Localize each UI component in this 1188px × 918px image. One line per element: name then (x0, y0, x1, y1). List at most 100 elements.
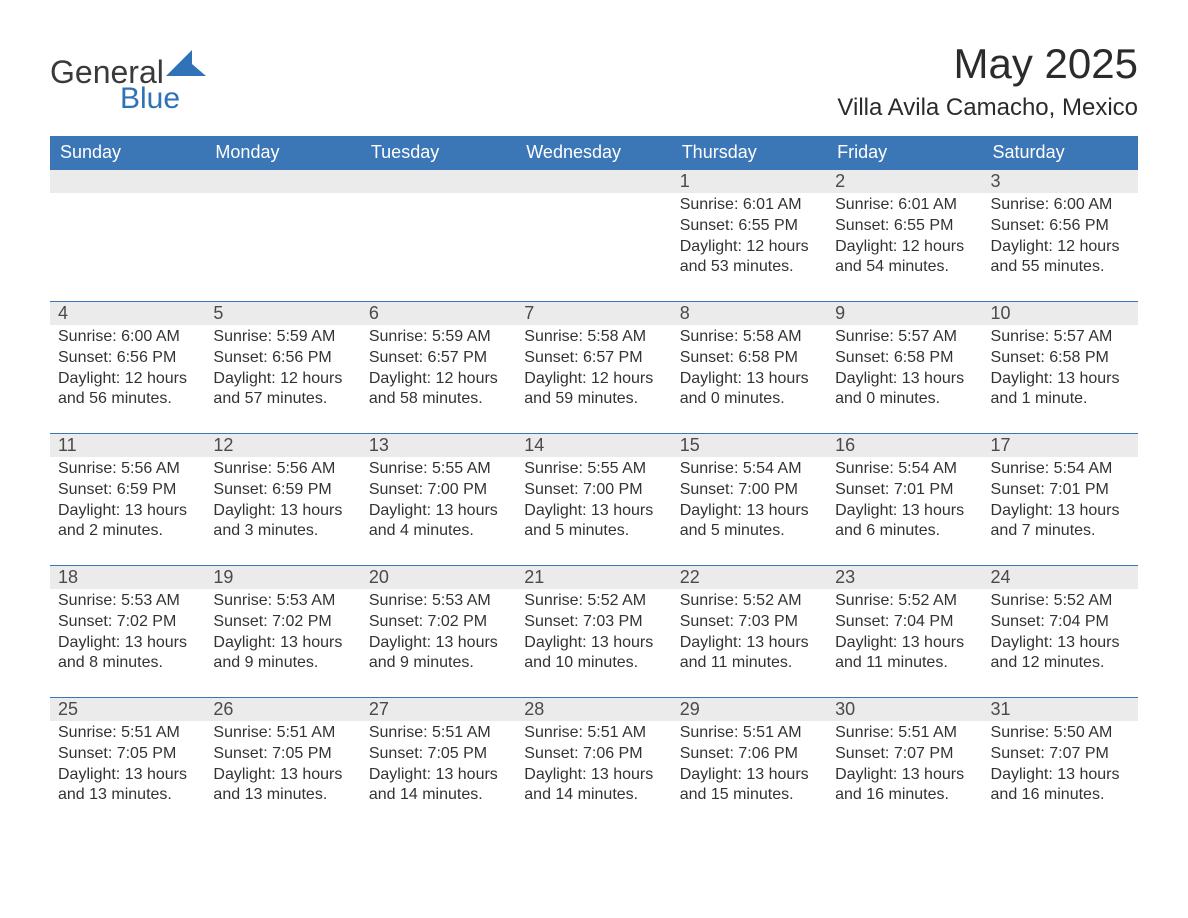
day-number: 21 (516, 566, 671, 589)
day-number: 10 (983, 302, 1138, 325)
calendar-cell: 4Sunrise: 6:00 AMSunset: 6:56 PMDaylight… (50, 302, 205, 434)
calendar-cell: 30Sunrise: 5:51 AMSunset: 7:07 PMDayligh… (827, 698, 982, 830)
sunrise-line: Sunrise: 5:55 AM (524, 459, 663, 480)
sunset-line: Sunset: 7:06 PM (680, 744, 819, 765)
weekday-header: Wednesday (516, 136, 671, 170)
daylight-line: Daylight: 13 hours and 12 minutes. (991, 633, 1130, 675)
sunset-line: Sunset: 6:59 PM (58, 480, 197, 501)
day-body: Sunrise: 5:55 AMSunset: 7:00 PMDaylight:… (516, 457, 671, 548)
day-number: 1 (672, 170, 827, 193)
sunrise-line: Sunrise: 5:54 AM (680, 459, 819, 480)
brand-flag-icon (166, 50, 206, 76)
calendar-cell: 6Sunrise: 5:59 AMSunset: 6:57 PMDaylight… (361, 302, 516, 434)
sunrise-line: Sunrise: 6:00 AM (58, 327, 197, 348)
weekday-header: Tuesday (361, 136, 516, 170)
day-body: Sunrise: 5:53 AMSunset: 7:02 PMDaylight:… (361, 589, 516, 680)
calendar-cell (50, 170, 205, 302)
day-body: Sunrise: 5:53 AMSunset: 7:02 PMDaylight:… (205, 589, 360, 680)
sunset-line: Sunset: 6:58 PM (835, 348, 974, 369)
daylight-line: Daylight: 13 hours and 10 minutes. (524, 633, 663, 675)
sunrise-line: Sunrise: 5:50 AM (991, 723, 1130, 744)
sunrise-line: Sunrise: 5:56 AM (58, 459, 197, 480)
sunrise-line: Sunrise: 5:52 AM (835, 591, 974, 612)
day-body: Sunrise: 5:51 AMSunset: 7:05 PMDaylight:… (361, 721, 516, 812)
day-number: 6 (361, 302, 516, 325)
page-header: General Blue May 2025 Villa Avila Camach… (50, 40, 1138, 122)
day-number: 27 (361, 698, 516, 721)
empty-day-header (516, 170, 671, 193)
sunset-line: Sunset: 6:57 PM (369, 348, 508, 369)
sunset-line: Sunset: 6:58 PM (991, 348, 1130, 369)
day-number: 4 (50, 302, 205, 325)
sunset-line: Sunset: 6:55 PM (835, 216, 974, 237)
brand-logo: General Blue (50, 56, 206, 114)
brand-name-2: Blue (120, 84, 206, 114)
sunrise-line: Sunrise: 5:52 AM (991, 591, 1130, 612)
title-block: May 2025 Villa Avila Camacho, Mexico (837, 40, 1138, 122)
daylight-line: Daylight: 13 hours and 0 minutes. (680, 369, 819, 411)
calendar-cell: 20Sunrise: 5:53 AMSunset: 7:02 PMDayligh… (361, 566, 516, 698)
day-number: 2 (827, 170, 982, 193)
sunset-line: Sunset: 6:57 PM (524, 348, 663, 369)
calendar-cell: 19Sunrise: 5:53 AMSunset: 7:02 PMDayligh… (205, 566, 360, 698)
calendar-cell: 16Sunrise: 5:54 AMSunset: 7:01 PMDayligh… (827, 434, 982, 566)
calendar-cell: 13Sunrise: 5:55 AMSunset: 7:00 PMDayligh… (361, 434, 516, 566)
weekday-header: Thursday (672, 136, 827, 170)
day-body: Sunrise: 5:58 AMSunset: 6:57 PMDaylight:… (516, 325, 671, 416)
day-number: 20 (361, 566, 516, 589)
calendar-week-row: 25 Sunrise: 5:51 AMSunset: 7:05 PMDayligh… (50, 698, 1138, 830)
sunset-line: Sunset: 7:01 PM (835, 480, 974, 501)
sunrise-line: Sunrise: 5:53 AM (369, 591, 508, 612)
sunrise-line: Sunrise: 5:57 AM (835, 327, 974, 348)
day-number: 25 (50, 698, 205, 721)
day-number: 8 (672, 302, 827, 325)
sunset-line: Sunset: 7:03 PM (680, 612, 819, 633)
day-number: 24 (983, 566, 1138, 589)
day-body: Sunrise: 6:01 AMSunset: 6:55 PMDaylight:… (827, 193, 982, 284)
sunrise-line: Sunrise: 5:56 AM (213, 459, 352, 480)
calendar-week-row: 11Sunrise: 5:56 AMSunset: 6:59 PMDayligh… (50, 434, 1138, 566)
sunset-line: Sunset: 7:04 PM (991, 612, 1130, 633)
day-body: Sunrise: 5:54 AMSunset: 7:00 PMDaylight:… (672, 457, 827, 548)
sunset-line: Sunset: 7:07 PM (835, 744, 974, 765)
calendar-cell: 3Sunrise: 6:00 AMSunset: 6:56 PMDaylight… (983, 170, 1138, 302)
calendar-cell: 12Sunrise: 5:56 AMSunset: 6:59 PMDayligh… (205, 434, 360, 566)
daylight-line: Daylight: 13 hours and 2 minutes. (58, 501, 197, 543)
calendar-cell: 11Sunrise: 5:56 AMSunset: 6:59 PMDayligh… (50, 434, 205, 566)
calendar-cell: 23Sunrise: 5:52 AMSunset: 7:04 PMDayligh… (827, 566, 982, 698)
day-number: 5 (205, 302, 360, 325)
daylight-line: Daylight: 12 hours and 57 minutes. (213, 369, 352, 411)
daylight-line: Daylight: 13 hours and 13 minutes. (58, 765, 197, 807)
calendar-cell: 15Sunrise: 5:54 AMSunset: 7:00 PMDayligh… (672, 434, 827, 566)
daylight-line: Daylight: 13 hours and 3 minutes. (213, 501, 352, 543)
sunrise-line: Sunrise: 5:51 AM (369, 723, 508, 744)
day-number: 7 (516, 302, 671, 325)
sunrise-line: Sunrise: 5:51 AM (835, 723, 974, 744)
day-body: Sunrise: 5:52 AMSunset: 7:03 PMDaylight:… (516, 589, 671, 680)
calendar-cell: 24Sunrise: 5:52 AMSunset: 7:04 PMDayligh… (983, 566, 1138, 698)
calendar-cell: 8Sunrise: 5:58 AMSunset: 6:58 PMDaylight… (672, 302, 827, 434)
sunrise-line: Sunrise: 5:58 AM (524, 327, 663, 348)
daylight-line: Daylight: 13 hours and 16 minutes. (991, 765, 1130, 807)
day-number: 22 (672, 566, 827, 589)
day-body: Sunrise: 5:52 AMSunset: 7:03 PMDaylight:… (672, 589, 827, 680)
calendar-cell: 1Sunrise: 6:01 AMSunset: 6:55 PMDaylight… (672, 170, 827, 302)
sunrise-line: Sunrise: 5:52 AM (524, 591, 663, 612)
calendar-cell: 26Sunrise: 5:51 AMSunset: 7:05 PMDayligh… (205, 698, 360, 830)
sunset-line: Sunset: 7:00 PM (524, 480, 663, 501)
calendar-cell: 9Sunrise: 5:57 AMSunset: 6:58 PMDaylight… (827, 302, 982, 434)
day-body: Sunrise: 5:55 AMSunset: 7:00 PMDaylight:… (361, 457, 516, 548)
sunrise-line: Sunrise: 6:01 AM (680, 195, 819, 216)
calendar-cell: 22Sunrise: 5:52 AMSunset: 7:03 PMDayligh… (672, 566, 827, 698)
day-body: Sunrise: 5:51 AMSunset: 7:06 PMDaylight:… (672, 721, 827, 812)
day-number: 3 (983, 170, 1138, 193)
sunset-line: Sunset: 7:00 PM (680, 480, 819, 501)
sunset-line: Sunset: 6:56 PM (213, 348, 352, 369)
sunset-line: Sunset: 7:06 PM (524, 744, 663, 765)
day-number: 19 (205, 566, 360, 589)
calendar-cell: 21Sunrise: 5:52 AMSunset: 7:03 PMDayligh… (516, 566, 671, 698)
calendar-cell: 29Sunrise: 5:51 AMSunset: 7:06 PMDayligh… (672, 698, 827, 830)
sunrise-line: Sunrise: 5:51 AM (680, 723, 819, 744)
sunrise-line: Sunrise: 5:53 AM (213, 591, 352, 612)
daylight-line: Daylight: 12 hours and 55 minutes. (991, 237, 1130, 279)
